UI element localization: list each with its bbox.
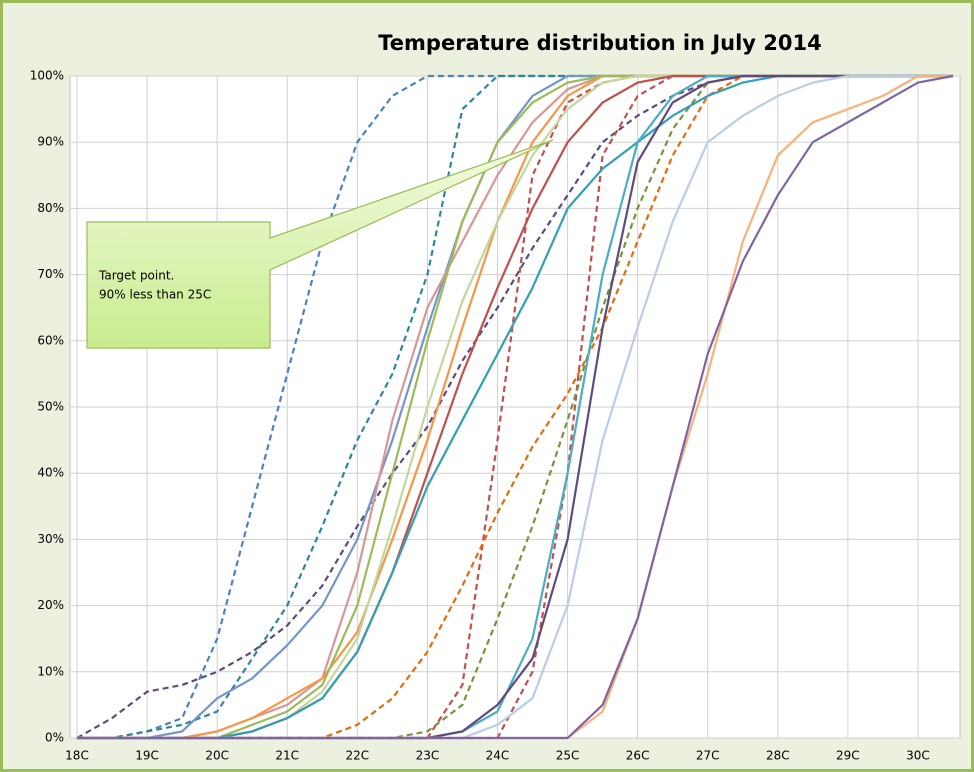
x-tick-label: 24C [486,749,510,763]
x-tick-label: 25C [556,749,580,763]
x-tick-label: 18C [65,749,89,763]
y-tick-label: 20% [37,598,64,612]
y-tick-label: 60% [37,333,64,347]
x-tick-label: 26C [626,749,650,763]
y-tick-label: 100% [30,69,64,83]
y-tick-label: 0% [45,731,64,745]
x-tick-label: 21C [275,749,299,763]
y-tick-label: 30% [37,532,64,546]
x-tick-label: 30C [906,749,930,763]
annotation-line: Target point. [98,269,174,283]
y-tick-label: 50% [37,400,64,414]
x-tick-label: 29C [836,749,860,763]
y-tick-label: 70% [37,267,64,281]
callout: Target point. 90% less than 25C [86,139,554,349]
x-tick-label: 28C [766,749,790,763]
x-tick-label: 19C [135,749,159,763]
annotation-line: 90% less than 25C [99,288,211,302]
x-tick-label: 22C [345,749,369,763]
x-tick-label: 20C [205,749,229,763]
y-tick-label: 80% [37,201,64,215]
series-line [77,74,953,740]
chart-title: Temperature distribution in July 2014 [378,31,821,55]
y-tick-label: 40% [37,466,64,480]
y-tick-label: 90% [37,135,64,149]
x-tick-label: 23C [416,749,440,763]
y-tick-label: 10% [37,664,64,678]
callout-shape [86,139,554,349]
x-tick-label: 27C [696,749,720,763]
series-line [77,74,954,740]
